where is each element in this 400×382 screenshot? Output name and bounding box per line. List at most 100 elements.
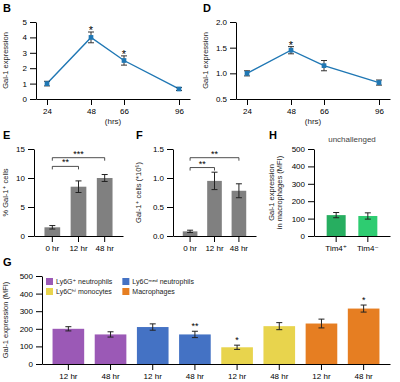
tick: 10	[16, 174, 34, 183]
tick: 0	[21, 232, 34, 241]
tick-label: 12 hr	[312, 372, 331, 381]
tick: 500	[292, 145, 314, 154]
panel: 0.51.01.52.0*24486696Gal-1 expression(hr…	[201, 18, 391, 126]
plot-marks	[244, 47, 382, 86]
error-bar	[234, 345, 240, 349]
tick-mark	[321, 364, 322, 370]
tick-mark	[30, 37, 36, 38]
tick-mark	[30, 68, 36, 69]
significance-label: *	[362, 295, 366, 305]
panel-letter: D	[203, 2, 211, 14]
tick-mark	[167, 207, 173, 208]
y-axis-title: Gal-1 expression	[1, 32, 10, 89]
tick-label: 48	[287, 107, 296, 116]
tick: 300	[292, 180, 314, 189]
tick-mark	[52, 236, 53, 242]
tick-mark	[30, 53, 36, 54]
panel-letter: F	[136, 129, 143, 141]
legend-label: Ly6G⁺ neutrophils	[56, 278, 113, 286]
panel-letter: B	[3, 2, 11, 14]
error-bar	[276, 323, 282, 330]
tick: 0.0	[153, 232, 173, 241]
tick-mark	[279, 364, 280, 370]
tick-label: 48 hr	[355, 372, 374, 381]
tick-mark	[230, 99, 236, 100]
y-axis: 012345	[23, 18, 37, 104]
tick-label: 300	[292, 180, 306, 189]
tick: 1.0	[153, 174, 173, 183]
bar	[179, 334, 211, 364]
legend-item: Ly6G⁺ neutrophils	[46, 278, 113, 286]
tick-mark	[336, 236, 337, 242]
data-point	[177, 87, 182, 92]
axis-line	[173, 150, 174, 237]
y-axis-title-line: in macrophages (MFI)	[275, 155, 284, 229]
tick-label: 5	[21, 203, 26, 212]
tick: 300	[20, 307, 42, 316]
tick-mark	[36, 311, 42, 312]
x-axis-title: (hrs)	[305, 117, 322, 126]
panel: 051015*****0 hr12 hr48 hr% Gal-1⁺ cells	[1, 145, 124, 253]
tick-label: 200	[292, 197, 306, 206]
significance-label: **	[62, 157, 70, 167]
significance-label: *	[289, 39, 294, 51]
tick-label: 5	[23, 18, 28, 27]
x-axis: 0 hr12 hr48 hr	[35, 236, 124, 253]
data-line	[247, 50, 379, 82]
tick-label: 0	[23, 95, 28, 104]
tick: 24	[43, 99, 52, 116]
tick-label: 66	[120, 107, 129, 116]
tick-mark	[124, 99, 125, 105]
error-bar	[244, 71, 250, 76]
tick: 500	[20, 272, 42, 281]
tick-mark	[237, 364, 238, 370]
x-axis: 24486696	[37, 99, 191, 116]
tick-label: 48 hr	[96, 244, 115, 253]
tick-mark	[363, 364, 364, 370]
tick-label: 500	[20, 272, 34, 281]
legend-swatch	[122, 278, 129, 285]
annotations: *****	[52, 149, 104, 170]
legend-label: Ly6Cᵐᵉᵈ neutrophils	[132, 278, 194, 286]
tick-label: 12 hr	[205, 244, 224, 253]
tick: 1.5	[153, 145, 173, 154]
tick-label: 66	[320, 107, 329, 116]
axis-line	[42, 277, 43, 365]
y-axis: 0100200300400500	[20, 272, 43, 369]
annotations: *	[289, 39, 294, 51]
tick-label: 1.5	[153, 145, 165, 154]
tick-mark	[179, 99, 180, 105]
tick-mark	[47, 99, 48, 105]
tick: 1	[23, 80, 36, 89]
significance-label: ***	[73, 149, 84, 159]
tick-label: 12 hr	[59, 372, 78, 381]
tick-label: 400	[20, 290, 34, 299]
tick: 48 hr	[270, 364, 289, 381]
plot-marks	[44, 32, 182, 91]
tick-label: 1.0	[153, 174, 165, 183]
bar	[263, 326, 295, 364]
tick-mark	[36, 276, 42, 277]
significance-label: *	[122, 48, 127, 60]
tick: 96	[175, 99, 184, 116]
error-bar	[49, 226, 55, 229]
tick-mark	[367, 236, 368, 242]
tick-label: 12 hr	[69, 244, 88, 253]
x-axis: Tim4⁺Tim4⁻	[315, 236, 391, 253]
tick-mark	[68, 364, 69, 370]
tick-label: 100	[20, 342, 34, 351]
tick-label: 96	[175, 107, 184, 116]
bar	[327, 215, 346, 236]
legend-swatch	[122, 288, 129, 295]
tick-mark	[230, 73, 236, 74]
error-bar	[376, 80, 382, 85]
tick-label: 0	[301, 232, 306, 241]
error-bar	[318, 319, 324, 328]
tick-mark	[214, 236, 215, 242]
axis-line	[34, 150, 35, 237]
tick-mark	[36, 346, 42, 347]
tick: 0	[29, 360, 42, 369]
bar	[306, 324, 338, 364]
tick-label: 0	[21, 232, 26, 241]
tick-label: 2.0	[216, 18, 228, 27]
